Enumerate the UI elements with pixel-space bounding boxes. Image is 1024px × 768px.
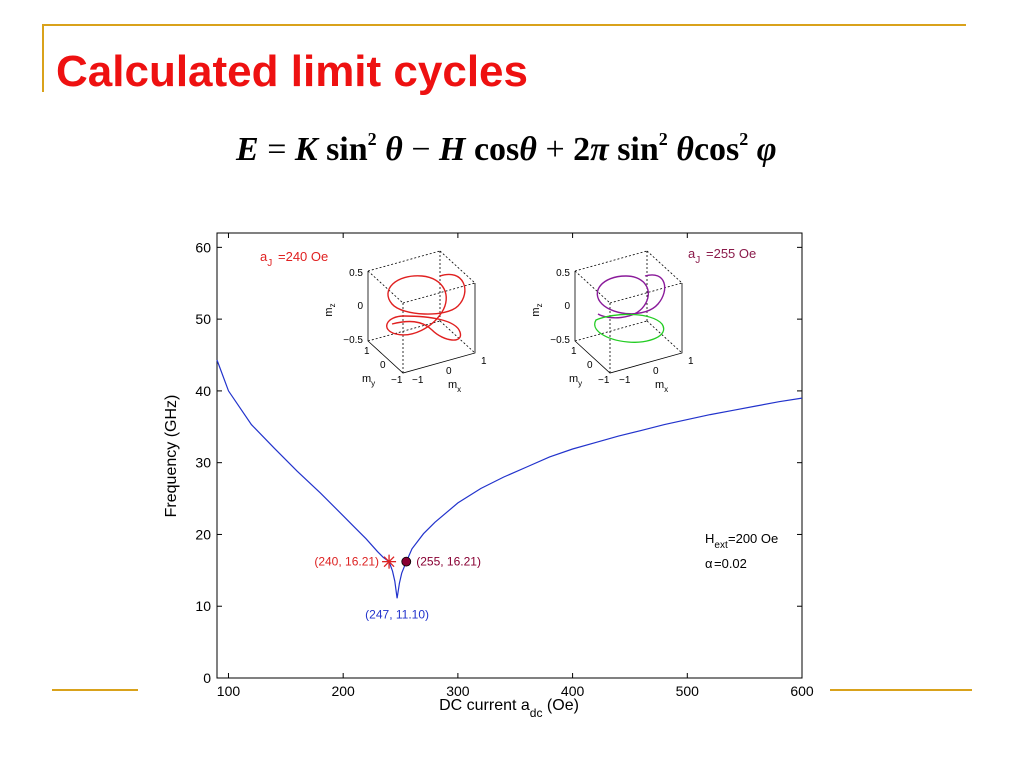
bottom-rule-left xyxy=(52,689,138,691)
marker-asterisk-240 xyxy=(382,554,397,569)
inset-255-x-tick-1: 1 xyxy=(688,356,694,367)
inset-240-x-tick-0: 0 xyxy=(446,366,452,377)
inset-255-x-tick-0: 0 xyxy=(653,366,659,377)
inset-240: aJ =240 Oe 0.5 0 −0.5 mz 1 0 −1 my −1 0 … xyxy=(260,249,487,394)
inset-240-y-tick-1: 1 xyxy=(364,346,370,357)
asterisk-stroke xyxy=(383,556,395,568)
x-tick-label: 400 xyxy=(561,683,585,699)
inset-240-z-label: mz xyxy=(323,303,337,316)
y-tick-label: 40 xyxy=(195,383,211,399)
left-rule xyxy=(42,24,44,92)
inset-255-green-trajectory xyxy=(594,313,665,343)
inset-255-z-tick-bot: −0.5 xyxy=(550,335,570,346)
y-tick-label: 60 xyxy=(195,239,211,255)
param-label-alpha: α xyxy=(705,556,713,571)
x-axis-label: DC current adc (Oe) xyxy=(439,697,579,720)
x-tick-label: 500 xyxy=(676,683,700,699)
inset-240-x-tick-m1: −1 xyxy=(412,375,424,386)
inset-240-x-tick-1: 1 xyxy=(481,356,487,367)
y-tick-label: 50 xyxy=(195,311,211,327)
inset-240-y-tick-m1: −1 xyxy=(391,375,403,386)
x-tick-label: 200 xyxy=(331,683,355,699)
x-tick-label: 600 xyxy=(790,683,814,699)
inset-255-z-tick-mid: 0 xyxy=(564,301,570,312)
inset-240-z-tick-bot: −0.5 xyxy=(343,335,363,346)
inset-240-x-label: mx xyxy=(448,379,461,394)
inset-240-y-tick-0: 0 xyxy=(380,360,386,371)
param-alpha: =0.02 xyxy=(714,556,747,571)
inset-255-z-label: mz xyxy=(530,303,544,316)
slide-title: Calculated limit cycles xyxy=(56,47,528,96)
bottom-rule-right xyxy=(830,689,972,691)
inset-240-label-prefix: aJ xyxy=(260,249,272,269)
x-tick-label: 300 xyxy=(446,683,470,699)
inset-255-z-tick-top: 0.5 xyxy=(556,268,570,279)
inset-255: aJ =255 Oe 0.5 0 −0.5 mz 1 0 −1 my −1 0 … xyxy=(530,246,756,394)
inset-240-box xyxy=(367,250,476,374)
inset-255-x-label: mx xyxy=(655,379,668,394)
y-tick-label: 20 xyxy=(195,526,211,542)
y-axis-label: Frequency (GHz) xyxy=(163,395,180,518)
y-tick-label: 10 xyxy=(195,598,211,614)
y-tick-label: 0 xyxy=(203,670,211,686)
inset-255-label: =255 Oe xyxy=(706,246,756,261)
inset-240-label: =240 Oe xyxy=(278,249,328,264)
top-rule xyxy=(44,24,966,26)
x-axis-ticks: 100 200 300 400 500 600 xyxy=(217,233,814,699)
param-label-hext: Hext xyxy=(705,531,728,551)
annotation-255: (255, 16.21) xyxy=(416,555,481,569)
inset-240-trajectory xyxy=(386,273,466,341)
inset-255-x-tick-m1: −1 xyxy=(619,375,631,386)
y-tick-label: 30 xyxy=(195,455,211,471)
inset-255-y-tick-0: 0 xyxy=(587,360,593,371)
energy-formula: E = K sin2 θ − H cosθ + 2π sin2 θcos2 φ xyxy=(236,129,777,168)
inset-240-z-tick-mid: 0 xyxy=(357,301,363,312)
inset-255-y-tick-m1: −1 xyxy=(598,375,610,386)
inset-240-z-tick-top: 0.5 xyxy=(349,268,363,279)
marker-dot-255 xyxy=(401,556,412,567)
annotation-240: (240, 16.21) xyxy=(314,555,379,569)
inset-255-purple-trajectory xyxy=(596,274,666,319)
annotation-247: (247, 11.10) xyxy=(365,607,429,621)
inset-255-y-tick-1: 1 xyxy=(571,346,577,357)
inset-255-label-prefix: aJ xyxy=(688,246,700,266)
inset-255-box xyxy=(574,250,683,374)
x-tick-label: 100 xyxy=(217,683,241,699)
frequency-curve xyxy=(216,359,803,599)
plot-frame xyxy=(216,232,803,679)
param-hext: =200 Oe xyxy=(728,531,778,546)
inset-255-y-label: my xyxy=(569,373,582,388)
inset-240-y-label: my xyxy=(362,373,375,388)
